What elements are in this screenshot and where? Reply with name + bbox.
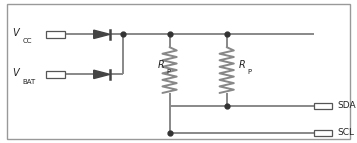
- Bar: [314, 130, 332, 136]
- Polygon shape: [94, 30, 110, 38]
- Text: V: V: [12, 68, 19, 78]
- Text: CC: CC: [22, 38, 32, 44]
- Text: SDA: SDA: [337, 101, 356, 110]
- Polygon shape: [94, 70, 110, 79]
- Bar: [314, 103, 332, 109]
- Text: P: P: [247, 68, 251, 75]
- Text: R: R: [238, 60, 245, 70]
- Bar: [46, 71, 65, 78]
- Text: V: V: [12, 28, 19, 38]
- Text: P: P: [166, 68, 170, 75]
- Bar: [46, 31, 65, 38]
- Text: BAT: BAT: [22, 79, 35, 85]
- Text: R: R: [157, 60, 164, 70]
- Text: SCL: SCL: [337, 129, 355, 137]
